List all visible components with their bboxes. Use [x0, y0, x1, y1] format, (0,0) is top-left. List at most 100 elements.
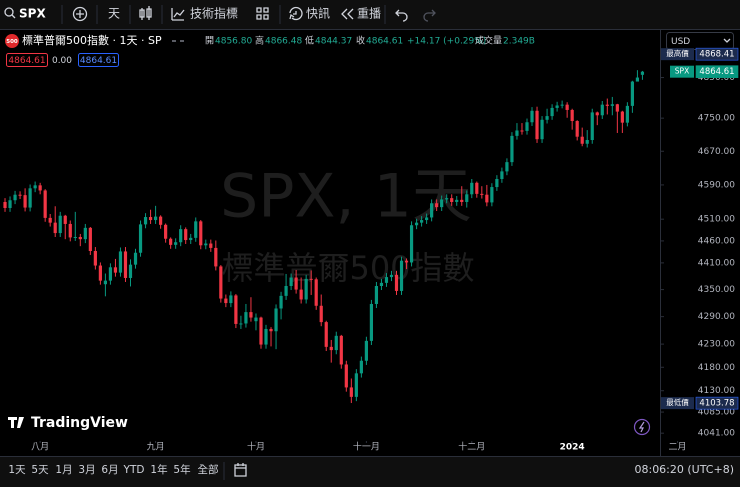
lightning-button[interactable]	[633, 418, 651, 436]
sell-price[interactable]: 4864.61	[8, 56, 45, 66]
candle-body	[450, 198, 454, 202]
range-button[interactable]: 全部	[198, 463, 219, 476]
candle-body	[635, 77, 640, 82]
candle-body	[535, 110, 539, 140]
chart-type-icon[interactable]	[139, 6, 152, 20]
x-tick-label: 十月	[247, 441, 265, 453]
range-button[interactable]: 1月	[55, 464, 72, 476]
alerts[interactable]: 快訊	[306, 6, 330, 21]
change: +14.17 (+0.29%)	[407, 37, 486, 47]
compare-button[interactable]	[72, 6, 88, 22]
candle-body	[209, 243, 213, 248]
redo-icon[interactable]	[423, 9, 436, 22]
candle-body	[284, 286, 288, 296]
candle-body	[555, 105, 559, 108]
candle-body	[354, 373, 358, 397]
candle-body	[324, 322, 328, 347]
range-button[interactable]: 1天	[8, 464, 26, 476]
candle-body	[550, 107, 554, 117]
y-tick-label: 4180.00	[698, 363, 735, 373]
candle-body	[113, 267, 118, 273]
candle-body	[545, 116, 549, 120]
candle-body	[314, 279, 318, 306]
candle-body	[540, 119, 544, 140]
watermark-symbol: SPX, 1天	[220, 162, 472, 232]
candle-body	[123, 251, 128, 278]
candle-body	[58, 215, 62, 234]
candle-body	[600, 104, 604, 116]
candle-body	[470, 182, 474, 195]
watermark-name: 標準普爾500指數	[221, 249, 474, 287]
candle-body	[249, 312, 253, 318]
date-range-icon[interactable]	[234, 463, 247, 477]
indicators-icon[interactable]	[171, 8, 185, 21]
candle-body	[219, 266, 223, 299]
candle-body	[224, 298, 228, 304]
candle-body	[374, 286, 379, 304]
undo-icon[interactable]	[395, 9, 408, 22]
candle-body	[289, 277, 293, 287]
candle-body	[264, 328, 268, 345]
plus-icon	[76, 10, 84, 18]
candle-body	[189, 237, 193, 241]
candle-body	[530, 110, 534, 123]
alerts-icon[interactable]	[289, 6, 303, 21]
candle-body	[329, 346, 333, 351]
candle-body	[78, 236, 82, 240]
replay[interactable]: 重播	[357, 7, 381, 21]
symbol-search[interactable]: SPX	[4, 7, 46, 21]
range-button[interactable]: YTD	[123, 464, 145, 476]
buy-price[interactable]: 4864.61	[80, 56, 117, 66]
price-tag	[695, 65, 739, 78]
candle-body	[369, 303, 374, 341]
candle-body	[394, 274, 399, 291]
range-button[interactable]: 5天	[31, 464, 49, 476]
sell-box[interactable]	[6, 53, 48, 67]
candle-body	[490, 187, 494, 203]
candle-body	[625, 105, 629, 123]
range-button[interactable]: 6月	[101, 464, 118, 476]
layouts-icon[interactable]	[256, 7, 269, 20]
price-tag-value: 4864.61	[699, 67, 734, 77]
volume-label: 成交量	[475, 35, 502, 47]
symbol[interactable]: SPX	[19, 7, 46, 21]
candle-body	[379, 282, 384, 287]
x-tick-label: 八月	[31, 442, 49, 453]
clock: 08:06:20 (UTC+8)	[634, 463, 734, 476]
candle-body	[520, 130, 524, 132]
candle-body	[169, 238, 173, 245]
interval[interactable]: 天	[108, 7, 120, 21]
candle-body	[118, 251, 123, 273]
candle-body	[63, 215, 67, 224]
buy-box[interactable]	[78, 53, 119, 67]
currency[interactable]: USD	[671, 37, 690, 47]
range-button[interactable]: 1年	[150, 463, 167, 476]
candle-body	[485, 194, 489, 203]
candle-body	[68, 223, 72, 238]
search-icon	[4, 7, 14, 17]
low-label: 低	[305, 35, 314, 47]
candle-body	[254, 317, 258, 322]
search-icon	[11, 14, 16, 19]
high-value: 4866.48	[265, 37, 302, 47]
range-button[interactable]: 3月	[78, 464, 95, 476]
chevron	[723, 38, 731, 43]
candle-body	[299, 289, 303, 300]
indicators[interactable]: 技術指標	[190, 6, 238, 21]
candle-body	[194, 221, 198, 238]
candle-body	[159, 216, 163, 225]
candle-body	[98, 265, 102, 281]
low-value: 4844.37	[315, 37, 352, 47]
candle-body	[143, 217, 148, 225]
candle-body	[309, 278, 313, 280]
plot: 4041.00 4085.00 4130.00 4180.00 4230.00 4290.…	[3, 47, 739, 453]
candle-body	[620, 111, 624, 123]
replay-icon[interactable]	[341, 8, 354, 20]
candle-body	[575, 121, 579, 137]
candle-body	[23, 195, 27, 208]
candle-body	[339, 335, 343, 365]
range-button[interactable]: 5年	[173, 463, 190, 476]
